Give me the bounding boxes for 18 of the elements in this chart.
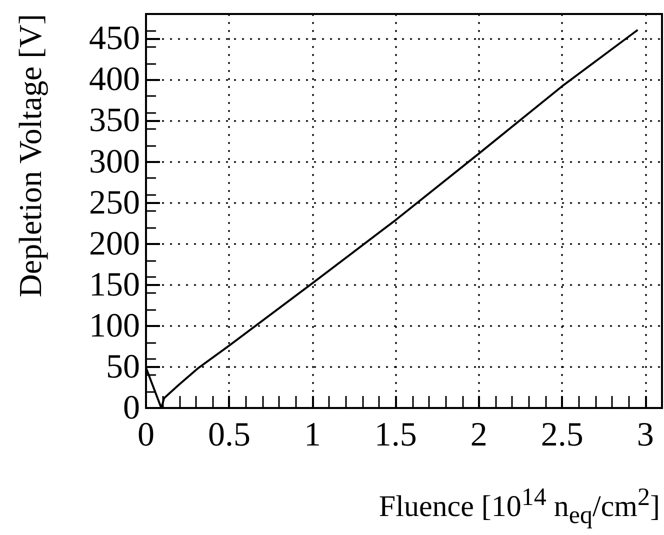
y-tick-label: 50 <box>106 348 140 386</box>
y-tick-label: 300 <box>89 143 140 180</box>
y-tick-label: 150 <box>89 266 140 304</box>
y-tick-label: 100 <box>89 307 140 344</box>
x-tick-label: 0.5 <box>208 416 250 454</box>
x-tick-label: 3 <box>636 416 654 454</box>
x-tick-label: 2.5 <box>540 416 584 454</box>
y-tick-label: 200 <box>89 225 140 262</box>
y-tick-label: 400 <box>89 61 140 98</box>
y-tick-label: 250 <box>89 184 140 222</box>
x-axis-title: Fluence [10$^{14}$ n$_{eq}$/cm$^{2}$] <box>378 483 660 531</box>
x-tick-label: 2 <box>470 416 488 454</box>
x-tick-label: 1.5 <box>374 416 417 454</box>
y-tick-label: 350 <box>89 102 140 140</box>
y-tick-label: 0 <box>123 390 140 426</box>
y-axis-title: Depletion Voltage [V] <box>12 14 48 298</box>
x-tick-label: 1 <box>304 416 321 454</box>
y-tick-label: 450 <box>89 20 140 58</box>
